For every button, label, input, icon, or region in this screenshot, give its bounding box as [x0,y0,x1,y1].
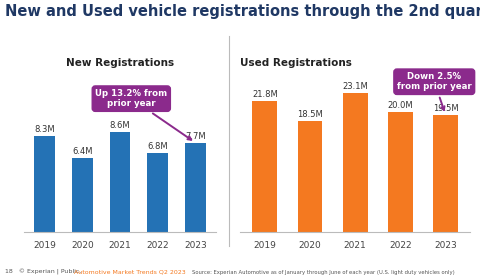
Text: 6.8M: 6.8M [147,142,168,151]
Bar [109,132,131,232]
Bar [298,121,323,232]
Bar [433,115,458,232]
Text: 18.5M: 18.5M [297,110,323,119]
Bar [388,112,413,232]
Text: 6.4M: 6.4M [72,147,93,156]
Text: Source: Experian Automotive as of January through June of each year (U.S. light : Source: Experian Automotive as of Januar… [192,270,455,275]
Text: Up 13.2% from
prior year: Up 13.2% from prior year [95,89,191,140]
Bar [252,101,277,232]
Text: 19.5M: 19.5M [433,104,458,113]
Text: 23.1M: 23.1M [342,82,368,91]
Bar [147,153,168,232]
Text: Automotive Market Trends Q2 2023: Automotive Market Trends Q2 2023 [74,270,186,275]
Text: Down 2.5%
from prior year: Down 2.5% from prior year [397,72,472,110]
Text: Used Registrations: Used Registrations [240,57,352,68]
Text: 8.3M: 8.3M [35,125,55,134]
Text: New and Used vehicle registrations through the 2nd quarter: New and Used vehicle registrations throu… [5,4,480,19]
Bar [72,158,93,232]
Bar [185,143,205,232]
Title: New Registrations: New Registrations [66,57,174,68]
Text: 8.6M: 8.6M [110,121,130,131]
Bar [35,136,55,232]
Text: 20.0M: 20.0M [387,101,413,110]
Text: 21.8M: 21.8M [252,90,278,99]
Text: 18   © Experian | Public.: 18 © Experian | Public. [5,269,81,275]
Text: 7.7M: 7.7M [185,132,205,141]
Bar [343,93,368,232]
